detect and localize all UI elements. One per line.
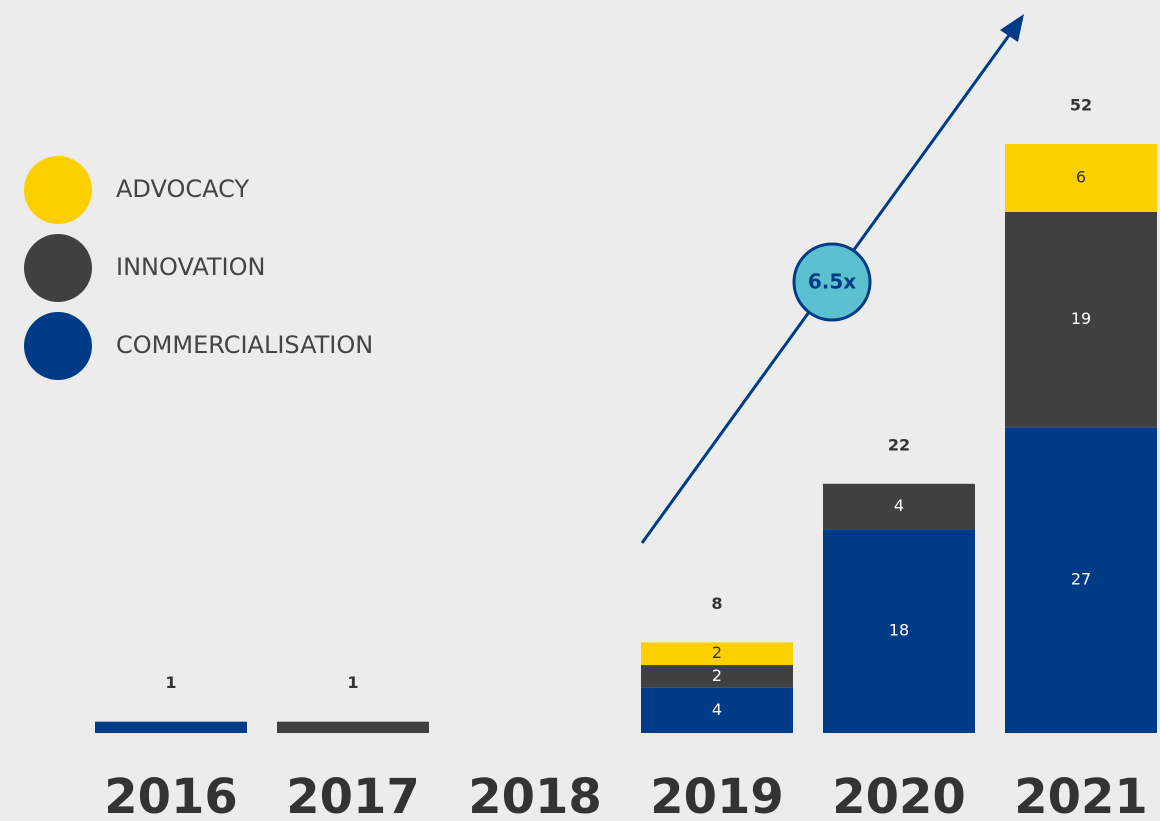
total-label: 1 — [165, 673, 176, 692]
x-tick-label: 2018 — [468, 769, 602, 821]
segment-label: 2 — [712, 643, 722, 662]
total-label: 22 — [888, 435, 910, 454]
x-tick-label: 2020 — [832, 769, 966, 821]
bar-segment — [823, 529, 975, 733]
bar-segment — [641, 687, 793, 733]
bar-segment — [1005, 144, 1157, 212]
x-tick-label: 2021 — [1014, 769, 1148, 821]
legend-label: INNOVATION — [116, 253, 265, 281]
bar-segment — [95, 721, 247, 733]
segment-label: 27 — [1071, 570, 1091, 589]
segment-label: 4 — [894, 496, 904, 515]
bar-segment — [641, 642, 793, 666]
segment-label: 4 — [712, 700, 722, 719]
legend-swatch — [24, 234, 92, 302]
legend-swatch — [24, 312, 92, 380]
legend-swatch — [24, 156, 92, 224]
bar-segment — [277, 721, 429, 733]
segment-label: 18 — [889, 621, 909, 640]
annotation-badge — [792, 242, 872, 322]
total-label: 8 — [711, 594, 722, 613]
segment-label: 6 — [1076, 167, 1086, 186]
growth-arrow: 6.5x — [640, 14, 1024, 544]
total-label: 52 — [1070, 96, 1092, 115]
total-label: 1 — [347, 673, 358, 692]
bar-segment — [1005, 427, 1157, 733]
annotation: 6.5x — [808, 270, 856, 294]
arrow-head — [1000, 14, 1024, 42]
bar-segment — [641, 665, 793, 688]
legend-label: ADVOCACY — [116, 175, 249, 203]
x-tick-label: 2017 — [286, 769, 420, 821]
x-tick-label: 2019 — [650, 769, 784, 821]
bar-segment — [1005, 211, 1157, 428]
legend-label: COMMERCIALISATION — [116, 331, 373, 359]
x-tick-label: 2016 — [104, 769, 238, 821]
segment-label: 19 — [1071, 309, 1091, 328]
segment-label: 2 — [712, 666, 722, 685]
bar-segment — [823, 483, 975, 530]
